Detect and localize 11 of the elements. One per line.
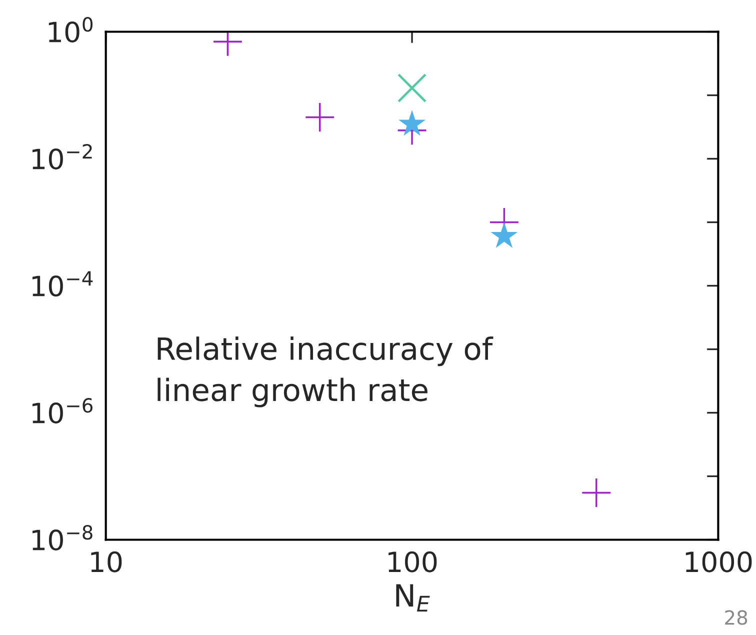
text: 28 [725,610,748,625]
y-tick-label: 10$^{0}$ [48,17,93,42]
annotation: Relative inaccuracy of linear growth rate [158,336,494,408]
y-tick-label: 10$^{−4}$ [32,271,93,297]
x-axis-title: N$_{E}$ [396,584,430,612]
y-tick-label: 10$^{−2}$ [32,144,92,170]
x-tick-label: 1000 [686,551,752,572]
y-tick-label: 10$^{−8}$ [32,525,92,550]
y-tick-label: 10$^{−6}$ [32,398,93,424]
x-tick-label: 10 [91,551,122,572]
x-tick-label: 100 [388,551,437,572]
